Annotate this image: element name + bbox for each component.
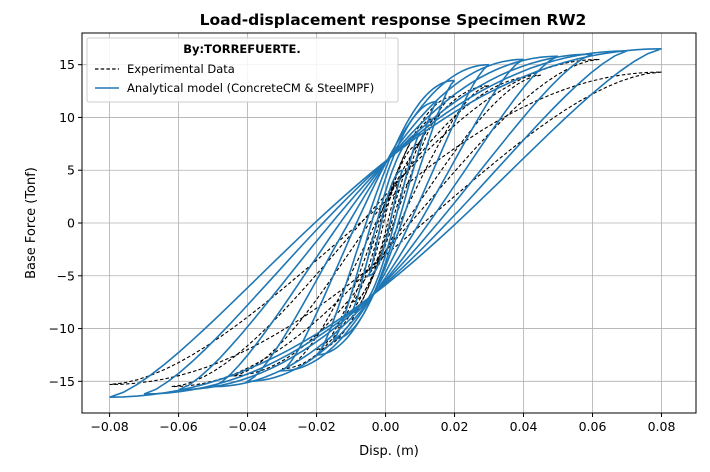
legend: By:TORREFUERTE. Experimental Data Analyt… (86, 37, 399, 103)
experimental-loop (171, 58, 600, 388)
series-layer (109, 48, 662, 398)
analytical-loop (143, 50, 628, 395)
y-tick-label: −10 (49, 321, 75, 336)
legend-box (86, 37, 399, 103)
x-tick-label: −0.06 (159, 419, 197, 434)
experimental-loop (350, 143, 421, 303)
y-tick-label: −5 (57, 268, 75, 283)
experimental-loop (368, 174, 404, 272)
analytical-loop (366, 169, 404, 277)
y-tick-label: 0 (67, 216, 75, 231)
y-tick-label: −15 (49, 374, 75, 389)
legend-label-experimental: Experimental Data (127, 62, 235, 76)
analytical-loop (332, 100, 438, 341)
y-tick-label: 15 (59, 57, 75, 72)
analytical-loop (244, 58, 524, 383)
legend-title: By:TORREFUERTE. (183, 42, 301, 56)
x-axis-ticks: −0.08 −0.06 −0.04 −0.02 0.00 0.02 0.04 0.06 0.08 (90, 413, 675, 434)
experimental-loop (109, 71, 662, 386)
y-axis-ticks: −15 −10 −5 0 5 10 15 (49, 57, 82, 389)
x-tick-label: 0.00 (372, 419, 400, 434)
legend-label-analytical: Analytical model (ConcreteCM & SteelMPF) (127, 81, 374, 95)
x-tick-label: −0.04 (228, 419, 266, 434)
y-tick-label: 5 (67, 163, 75, 178)
x-tick-label: 0.08 (648, 419, 676, 434)
x-tick-label: 0.02 (441, 419, 469, 434)
experimental-loop (316, 95, 455, 351)
x-tick-label: 0.04 (510, 419, 538, 434)
x-tick-label: 0.06 (579, 419, 607, 434)
analytical-loop (109, 48, 662, 398)
experimental-loop (281, 85, 490, 370)
x-tick-label: −0.08 (90, 419, 128, 434)
y-axis-label: Base Force (Tonf) (24, 167, 39, 279)
x-tick-label: −0.02 (297, 419, 335, 434)
analytical-loop (279, 63, 490, 372)
analytical-series (109, 48, 662, 398)
x-axis-label: Disp. (m) (359, 444, 419, 459)
chart-title: Load-displacement response Specimen RW2 (200, 11, 587, 29)
y-tick-label: 10 (59, 110, 75, 125)
